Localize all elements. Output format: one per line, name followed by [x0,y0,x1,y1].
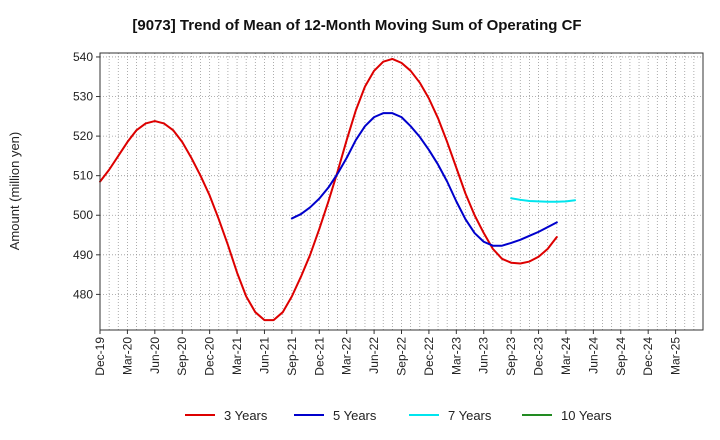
y-tick-label: 500 [73,208,93,222]
x-tick-label: Jun-22 [367,337,381,374]
series-lines [99,57,577,322]
x-tick-label: Mar-24 [559,337,573,375]
x-tick-label: Mar-23 [449,337,463,375]
series-line-7-years [510,197,577,203]
x-tick-label: Sep-21 [285,337,299,376]
x-tick-label: Dec-22 [422,337,436,376]
x-tick-label: Jun-21 [257,337,271,374]
y-ticks: 480 490 500 510 520 530 540 [73,50,100,301]
x-tick-label: Dec-19 [93,337,107,376]
legend-label: 7 Years [448,408,492,423]
y-tick-label: 510 [73,169,93,183]
y-axis-label: Amount (million yen) [7,132,22,251]
grid [100,53,703,330]
y-tick-label: 480 [73,287,93,301]
x-tick-label: Mar-20 [120,337,134,375]
legend-label: 3 Years [224,408,268,423]
y-tick-label: 540 [73,50,93,64]
y-tick-label: 530 [73,90,93,104]
legend-label: 10 Years [561,408,612,423]
legend: 3 Years 5 Years 7 Years 10 Years [185,408,612,423]
x-tick-label: Jun-24 [586,337,600,374]
y-tick-label: 520 [73,129,93,143]
x-tick-label: Sep-24 [614,337,628,376]
x-ticks: Dec-19 Mar-20 Jun-20 Sep-20 Dec-20 Mar-21 Jun-… [93,330,683,376]
x-tick-label: Dec-21 [312,337,326,376]
series-line-5-years [290,112,558,247]
x-tick-label: Dec-24 [641,337,655,376]
x-tick-label: Sep-22 [395,337,409,376]
x-tick-label: Sep-20 [175,337,189,376]
x-tick-label: Dec-20 [203,337,217,376]
x-tick-label: Mar-21 [230,337,244,375]
legend-label: 5 Years [333,408,377,423]
y-tick-label: 490 [73,248,93,262]
series-line-3-years [99,57,558,322]
x-tick-label: Sep-23 [504,337,518,376]
x-tick-label: Dec-23 [532,337,546,376]
plot-area-frame [99,52,704,331]
x-tick-label: Jun-23 [477,337,491,374]
x-tick-label: Jun-20 [148,337,162,374]
chart-title: [9073] Trend of Mean of 12-Month Moving … [132,17,581,34]
x-tick-label: Mar-25 [669,337,683,375]
x-tick-label: Mar-22 [340,337,354,375]
